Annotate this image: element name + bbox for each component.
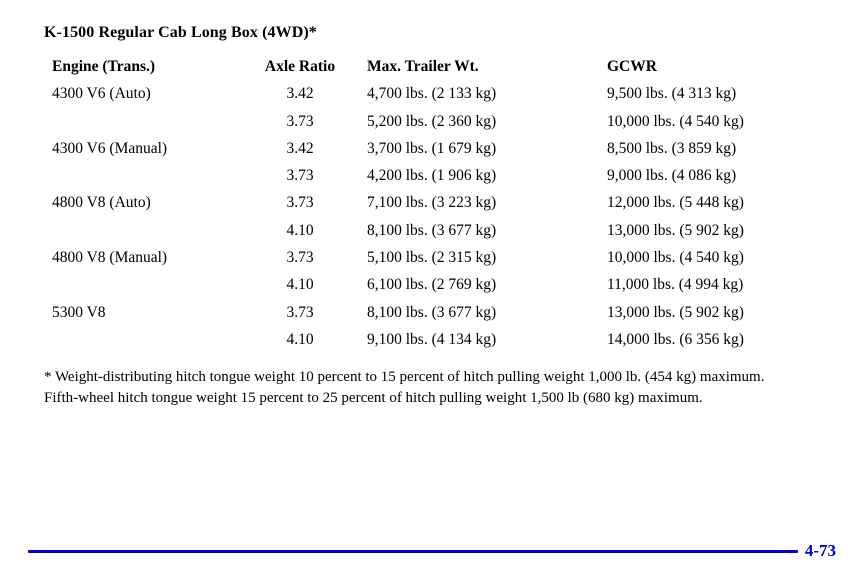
axle-ratio-cell: 4.10: [286, 221, 314, 239]
axle-ratio-cell: 3.73: [286, 167, 314, 185]
max-trailer-cell: 9,100 lbs. (4 134 kg): [367, 330, 497, 348]
column-header-axle-ratio: Axle Ratio: [264, 58, 336, 75]
footnote: * Weight-distributing hitch tongue weigh…: [44, 367, 848, 408]
axle-ratio-cell: 4.10: [286, 330, 314, 348]
max-trailer-cell: 5,200 lbs. (2 360 kg): [367, 112, 497, 130]
page-title: K-1500 Regular Cab Long Box (4WD)*: [44, 24, 317, 41]
max-trailer-cell: 4,700 lbs. (2 133 kg): [367, 85, 497, 103]
table-row: 4.10 9,100 lbs. (4 134 kg) 14,000 lbs. (…: [52, 326, 848, 353]
footnote-line-2: Fifth-wheel hitch tongue weight 15 perce…: [44, 389, 703, 406]
gcwr-cell: 11,000 lbs. (4 994 kg): [607, 276, 744, 294]
axle-ratio-cell: 3.73: [286, 112, 314, 130]
table-row: 5300 V8 3.73 8,100 lbs. (3 677 kg) 13,00…: [52, 299, 848, 326]
max-trailer-cell: 3,700 lbs. (1 679 kg): [367, 139, 497, 157]
table-row: 4300 V6 (Manual) 3.42 3,700 lbs. (1 679 …: [52, 135, 848, 162]
max-trailer-cell: 4,200 lbs. (1 906 kg): [367, 167, 497, 185]
table-row: 4.10 8,100 lbs. (3 677 kg) 13,000 lbs. (…: [52, 217, 848, 244]
column-header-gcwr: GCWR: [607, 58, 657, 75]
axle-ratio-cell: 3.73: [286, 194, 314, 212]
axle-ratio-cell: 3.73: [286, 249, 314, 267]
gcwr-cell: 13,000 lbs. (5 902 kg): [607, 303, 744, 321]
max-trailer-cell: 6,100 lbs. (2 769 kg): [367, 276, 497, 294]
gcwr-cell: 10,000 lbs. (4 540 kg): [607, 112, 744, 130]
column-header-engine: Engine (Trans.): [52, 58, 156, 75]
engine-cell: 4300 V6 (Manual): [52, 139, 168, 157]
gcwr-cell: 13,000 lbs. (5 902 kg): [607, 221, 744, 239]
footer-rule: [28, 549, 798, 553]
gcwr-cell: 9,500 lbs. (4 313 kg): [607, 85, 737, 103]
engine-cell: 4800 V8 (Manual): [52, 249, 168, 267]
max-trailer-cell: 8,100 lbs. (3 677 kg): [367, 303, 497, 321]
page-footer: 4-73: [28, 541, 836, 561]
table-row: 4800 V8 (Auto) 3.73 7,100 lbs. (3 223 kg…: [52, 189, 848, 216]
page-number: 4-73: [804, 541, 836, 560]
towing-table: Engine (Trans.) Axle Ratio Max. Trailer …: [52, 53, 848, 353]
gcwr-cell: 10,000 lbs. (4 540 kg): [607, 249, 744, 267]
table-header-row: Engine (Trans.) Axle Ratio Max. Trailer …: [52, 53, 848, 80]
gcwr-cell: 14,000 lbs. (6 356 kg): [607, 330, 744, 348]
gcwr-cell: 9,000 lbs. (4 086 kg): [607, 167, 737, 185]
engine-cell: 4300 V6 (Auto): [52, 85, 151, 103]
axle-ratio-cell: 4.10: [286, 276, 314, 294]
gcwr-cell: 12,000 lbs. (5 448 kg): [607, 194, 744, 212]
engine-cell: 5300 V8: [52, 303, 106, 321]
axle-ratio-cell: 3.73: [286, 303, 314, 321]
max-trailer-cell: 8,100 lbs. (3 677 kg): [367, 221, 497, 239]
engine-cell: 4800 V8 (Auto): [52, 194, 151, 212]
column-header-max-trailer-wt: Max. Trailer Wt.: [367, 58, 479, 75]
table-row: 3.73 4,200 lbs. (1 906 kg) 9,000 lbs. (4…: [52, 162, 848, 189]
max-trailer-cell: 5,100 lbs. (2 315 kg): [367, 249, 497, 267]
axle-ratio-cell: 3.42: [286, 139, 314, 157]
gcwr-cell: 8,500 lbs. (3 859 kg): [607, 139, 737, 157]
table-row: 3.73 5,200 lbs. (2 360 kg) 10,000 lbs. (…: [52, 108, 848, 135]
table-row: 4300 V6 (Auto) 3.42 4,700 lbs. (2 133 kg…: [52, 80, 848, 107]
footnote-line-1: * Weight-distributing hitch tongue weigh…: [44, 369, 765, 386]
table-row: 4800 V8 (Manual) 3.73 5,100 lbs. (2 315 …: [52, 244, 848, 271]
table-row: 4.10 6,100 lbs. (2 769 kg) 11,000 lbs. (…: [52, 271, 848, 298]
max-trailer-cell: 7,100 lbs. (3 223 kg): [367, 194, 497, 212]
axle-ratio-cell: 3.42: [286, 85, 314, 103]
